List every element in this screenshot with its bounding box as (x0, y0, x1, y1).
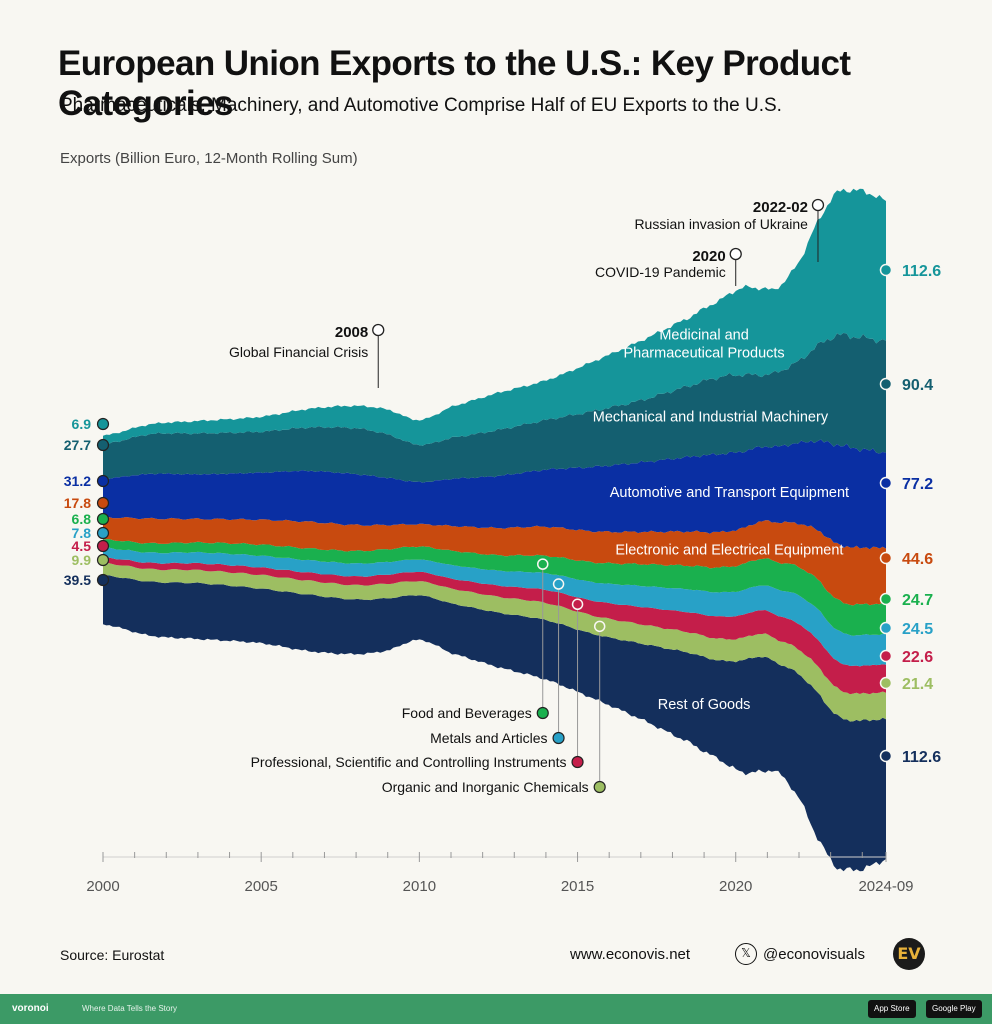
start-value-professional-scientific-and-controlling-instruments: 4.5 (72, 538, 92, 554)
area-metals-and-articles (103, 547, 886, 667)
end-value-automotive-and-transport-equipment: 77.2 (902, 476, 933, 493)
callout-dot-top-metals-and-articles (552, 578, 565, 590)
inner-label-medicinal-and-pharmaceutical-products: Pharmaceutical Products (623, 345, 784, 361)
inner-label-rest-of-goods: Rest of Goods (658, 697, 751, 713)
annotation-text-2008: Global Financial Crisis (229, 344, 368, 360)
annotation-text-2022-02: Russian invasion of Ukraine (634, 216, 808, 232)
x-tick-label-2020: 2020 (719, 878, 752, 895)
inner-label-electronic-and-electrical-equipment: Electronic and Electrical Equipment (615, 542, 843, 558)
inner-label-medicinal-and-pharmaceutical-products: Medicinal and (659, 327, 748, 343)
area-organic-and-inorganic-chemicals (103, 562, 886, 722)
x-axis: 2000 2005 2010 2015 2020 2024-09 (86, 852, 914, 895)
end-dot-mechanical-and-industrial-machinery (879, 377, 893, 391)
callout-dot-top-professional-scientific-and-controlling-instruments (571, 598, 584, 611)
econovis-logo: EV (893, 938, 925, 970)
start-value-food-and-beverages: 6.8 (72, 511, 92, 527)
voronoi-tagline: Where Data Tells the Story (82, 1004, 178, 1013)
streamgraph-chart: Rest of Goods Electronic and Electrical E… (64, 188, 941, 895)
annotation-year-2022-02: 2022-02 (753, 199, 808, 216)
annotation-dot-2022-02 (811, 198, 825, 212)
end-dot-organic-and-inorganic-chemicals (879, 676, 893, 690)
callout-label-food-and-beverages: Food and Beverages (402, 705, 532, 721)
start-value-organic-and-inorganic-chemicals: 9.9 (72, 552, 92, 568)
end-value-labels: 112.6 21.4 22.6 24.5 24.7 44.6 77.2 90.4 112.6 (879, 263, 941, 766)
start-value-rest-of-goods: 39.5 (64, 572, 91, 588)
end-dot-automotive-and-transport-equipment (879, 476, 893, 490)
chart-title: European Union Exports to the U.S.: Key … (58, 44, 851, 123)
inner-label-automotive-and-transport-equipment: Automotive and Transport Equipment (610, 485, 849, 501)
start-value-medicinal-and-pharmaceutical-products: 6.9 (72, 416, 92, 432)
area-electronic-and-electrical-equipment (103, 516, 886, 606)
start-dot-metals-and-articles (96, 526, 110, 540)
x-tick-label-2024-09: 2024-09 (858, 878, 913, 895)
area-medicinal-and-pharmaceutical-products (103, 188, 886, 446)
end-dot-metals-and-articles (879, 621, 893, 635)
social-handle[interactable]: @econovisuals (763, 946, 865, 963)
annotation-year-2020: 2020 (692, 248, 725, 265)
area-automotive-and-transport-equipment (103, 439, 886, 550)
area-food-and-beverages (103, 539, 886, 636)
start-value-automotive-and-transport-equipment: 31.2 (64, 473, 91, 489)
area-rest-of-goods (103, 575, 886, 872)
end-value-rest-of-goods: 112.6 (902, 749, 941, 766)
start-dot-medicinal-and-pharmaceutical-products (96, 417, 110, 431)
x-tick-label-2010: 2010 (403, 878, 436, 895)
area-professional-scientific-and-controlling-instruments (103, 557, 886, 695)
callout-dot-organic-and-inorganic-chemicals (593, 780, 606, 794)
chart-subtitle: Pharmaceuticals, Machinery, and Automoti… (60, 95, 782, 116)
google-play-button[interactable]: Google Play (926, 1000, 982, 1018)
annotation-dot-2020 (729, 247, 742, 261)
end-value-metals-and-articles: 24.5 (902, 621, 933, 638)
start-dot-rest-of-goods (96, 573, 110, 587)
event-annotations: 2008 Global Financial Crisis 2020COVID-19 … (229, 198, 825, 388)
website-link[interactable]: www.econovis.net (570, 946, 691, 963)
start-value-labels: 39.5 9.94.57.86.817.8 31.2 27.7 6.9 (64, 416, 110, 588)
app-store-button[interactable]: App Store (868, 1000, 916, 1018)
end-value-mechanical-and-industrial-machinery: 90.4 (902, 377, 933, 394)
callout-dot-metals-and-articles (552, 731, 565, 745)
area-layers (103, 188, 886, 872)
start-value-mechanical-and-industrial-machinery: 27.7 (64, 437, 91, 453)
inner-label-mechanical-and-industrial-machinery: Mechanical and Industrial Machinery (593, 410, 829, 426)
start-value-metals-and-articles: 7.8 (72, 525, 92, 541)
voronoi-brand[interactable]: voronoi (12, 1003, 49, 1014)
callout-label-professional-scientific-and-controlling-instruments: Professional, Scientific and Controlling… (251, 754, 567, 770)
annotation-year-2008: 2008 (335, 324, 368, 341)
callout-dot-top-organic-and-inorganic-chemicals (593, 620, 606, 633)
end-value-food-and-beverages: 24.7 (902, 592, 933, 609)
x-tick-label-2000: 2000 (86, 878, 119, 895)
start-dot-electronic-and-electrical-equipment (96, 496, 110, 510)
start-value-electronic-and-electrical-equipment: 17.8 (64, 495, 91, 511)
voronoi-footer-bar: voronoi Where Data Tells the Story App S… (0, 994, 992, 1024)
callout-dot-top-food-and-beverages (536, 558, 549, 570)
series-inner-labels: Rest of Goods Electronic and Electrical E… (593, 327, 849, 713)
end-dot-medicinal-and-pharmaceutical-products (879, 263, 893, 277)
start-dot-automotive-and-transport-equipment (96, 474, 110, 488)
end-value-electronic-and-electrical-equipment: 44.6 (902, 551, 933, 568)
series-callouts: Food and Beverages Metals and Articles Pro… (251, 558, 606, 795)
callout-label-organic-and-inorganic-chemicals: Organic and Inorganic Chemicals (382, 779, 589, 795)
end-dot-electronic-and-electrical-equipment (879, 551, 893, 565)
start-dot-food-and-beverages (96, 512, 110, 526)
annotation-dot-2008 (372, 323, 385, 337)
x-logo-icon[interactable]: 𝕏 (735, 943, 757, 965)
start-dot-professional-scientific-and-controlling-instruments (96, 539, 110, 553)
start-dot-organic-and-inorganic-chemicals (96, 553, 110, 567)
source-note: Source: Eurostat (60, 947, 165, 963)
end-value-organic-and-inorganic-chemicals: 21.4 (902, 676, 933, 693)
area-mechanical-and-industrial-machinery (103, 332, 886, 483)
x-tick-label-2015: 2015 (561, 878, 594, 895)
end-value-professional-scientific-and-controlling-instruments: 22.6 (902, 649, 933, 666)
end-dot-rest-of-goods (879, 749, 893, 763)
end-value-medicinal-and-pharmaceutical-products: 112.6 (902, 263, 941, 280)
start-dot-mechanical-and-industrial-machinery (96, 438, 110, 452)
x-tick-label-2005: 2005 (244, 878, 277, 895)
annotation-text-2020: COVID-19 Pandemic (595, 264, 726, 280)
y-axis-title: Exports (Billion Euro, 12-Month Rolling … (60, 150, 358, 167)
callout-dot-food-and-beverages (536, 706, 549, 720)
end-dot-professional-scientific-and-controlling-instruments (879, 649, 893, 663)
callout-dot-professional-scientific-and-controlling-instruments (571, 755, 584, 769)
callout-label-metals-and-articles: Metals and Articles (430, 730, 548, 746)
end-dot-food-and-beverages (879, 592, 893, 606)
